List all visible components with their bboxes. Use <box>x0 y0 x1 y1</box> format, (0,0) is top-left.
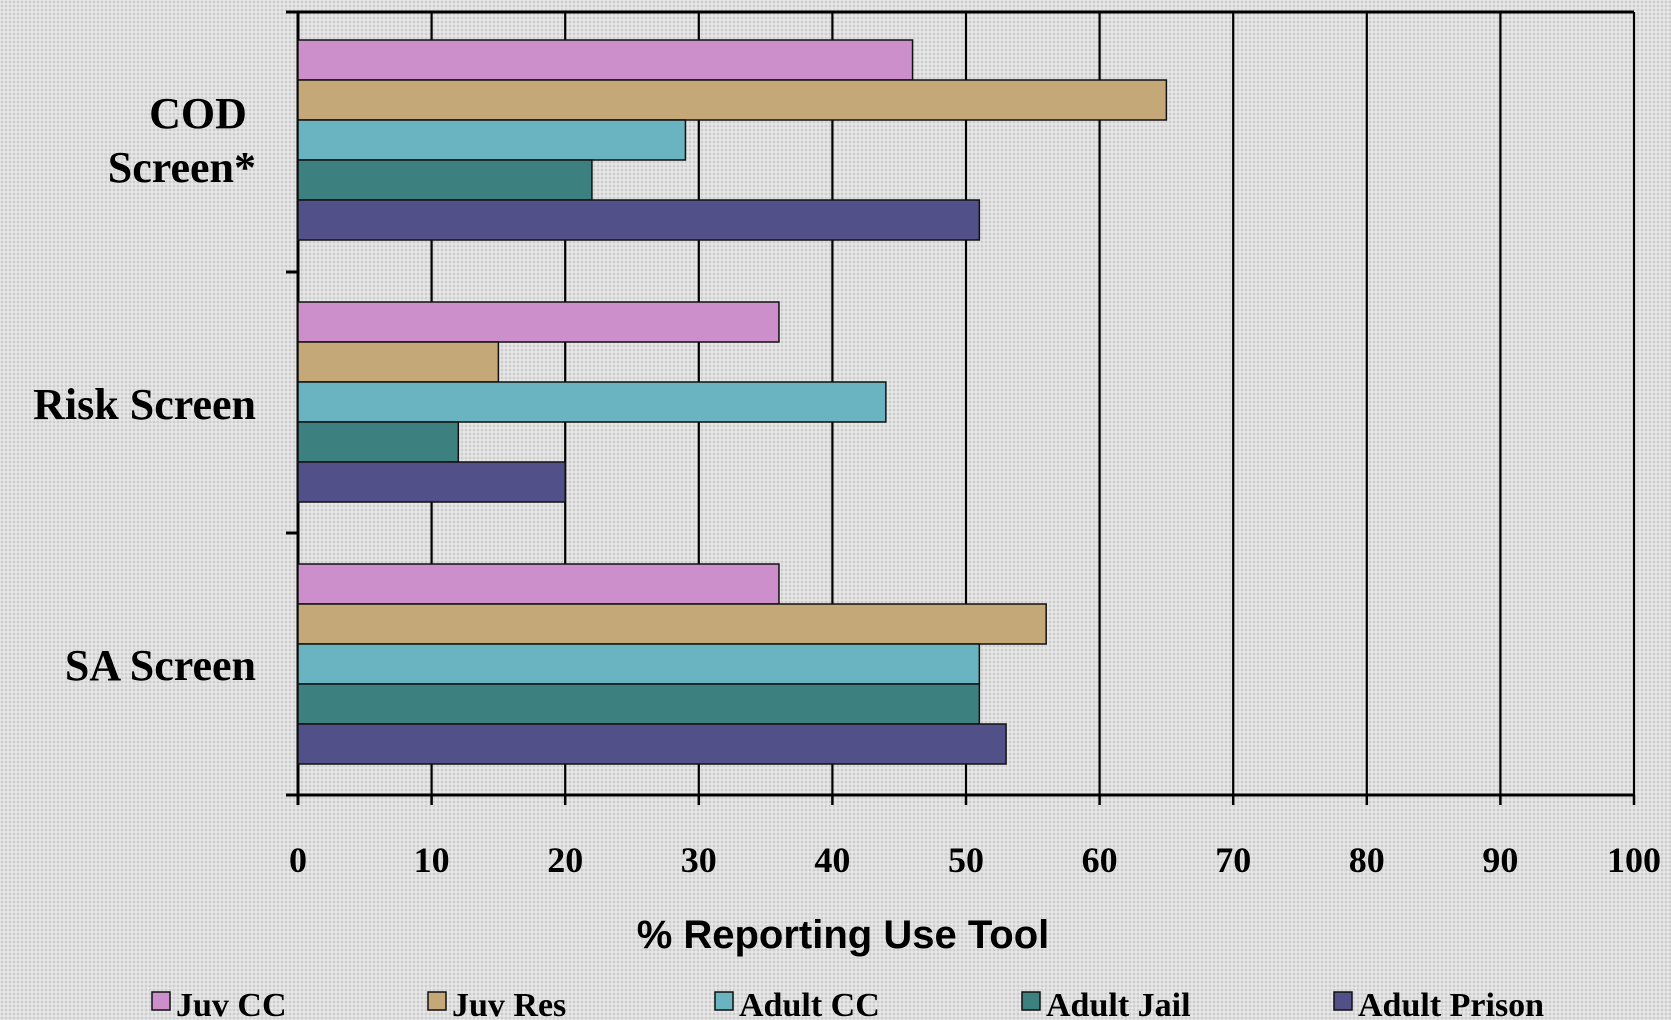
bar-juv-res-1 <box>297 79 1168 121</box>
x-tick-label-100: 100 <box>1607 840 1661 880</box>
x-tick-label-50: 50 <box>948 840 984 880</box>
bar-adult-prison-2 <box>297 461 566 503</box>
bar-juv-res-3 <box>297 603 1047 645</box>
bar-juv-res-2 <box>297 341 500 383</box>
x-tick-label-90: 90 <box>1482 840 1518 880</box>
legend-item-adult-jail: Adult Jail <box>1021 987 1191 1020</box>
bar-adult-prison-1 <box>297 199 981 241</box>
bar-adult-cc-3 <box>297 643 981 685</box>
legend-item-juv-res: Juv Res <box>427 987 566 1020</box>
legend-item-adult-prison: Adult Prison <box>1333 987 1544 1020</box>
legend-label: Adult Prison <box>1358 987 1544 1020</box>
legend-swatch <box>1021 991 1041 1011</box>
legend-label: Juv CC <box>176 987 287 1020</box>
category-label-line: COD <box>149 89 247 138</box>
x-axis-label: % Reporting Use Tool <box>637 913 1050 957</box>
legend: Juv CC Juv Res Adult CC Adult Jail Adult Pri… <box>151 987 1544 1020</box>
legend-label: Adult Jail <box>1046 987 1191 1020</box>
bar-adult-jail-2 <box>297 421 460 463</box>
category-label: SA Screen <box>65 641 256 690</box>
legend-item-adult-cc: Adult CC <box>714 987 880 1020</box>
bar-adult-cc-2 <box>297 381 887 423</box>
x-tick-label-20: 20 <box>547 840 583 880</box>
x-tick-label-80: 80 <box>1349 840 1385 880</box>
bar-adult-cc-1 <box>297 119 687 161</box>
bar-adult-jail-3 <box>297 683 981 725</box>
bar-adult-jail-1 <box>297 159 593 201</box>
category-label: Risk Screen <box>33 380 256 429</box>
x-tick-labels: 0 10 20 30 40 50 60 70 80 90 100 <box>289 840 1661 880</box>
x-tick-label-30: 30 <box>681 840 717 880</box>
legend-label: Juv Res <box>452 987 566 1020</box>
category-label: COD Screen* <box>108 89 256 192</box>
category-label-line: Screen* <box>108 143 256 192</box>
bar-adult-prison-3 <box>297 723 1007 765</box>
x-tick-label-60: 60 <box>1082 840 1118 880</box>
bar-juv-cc-3 <box>297 563 780 605</box>
legend-label: Adult CC <box>739 987 880 1020</box>
x-tick-label-40: 40 <box>814 840 850 880</box>
x-tick-label-0: 0 <box>289 840 307 880</box>
bar-juv-cc-1 <box>297 39 914 81</box>
legend-swatch <box>714 991 734 1011</box>
x-tick-label-10: 10 <box>414 840 450 880</box>
category-labels: COD Screen* Risk Screen SA Screen <box>33 89 256 690</box>
legend-swatch <box>1333 991 1353 1011</box>
legend-swatch <box>427 991 447 1011</box>
bar-juv-cc-2 <box>297 301 780 343</box>
bars <box>297 39 1168 765</box>
legend-item-juv-cc: Juv CC <box>151 987 287 1020</box>
legend-swatch <box>151 991 171 1011</box>
x-tick-label-70: 70 <box>1215 840 1251 880</box>
